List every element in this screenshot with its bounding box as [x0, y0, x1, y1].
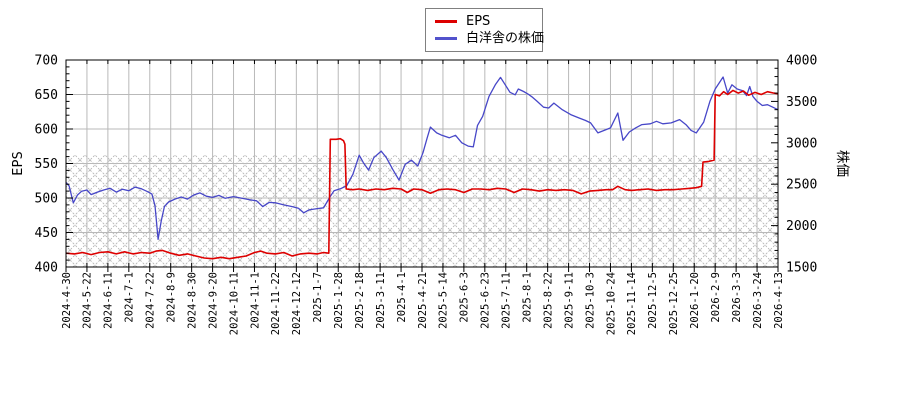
legend-item-eps: EPS	[426, 13, 542, 30]
x-axis-tick-label: 2026-3-3	[731, 272, 743, 323]
legend: EPS 白洋舎の株価	[425, 8, 545, 52]
x-axis-tick-label: 2024-12-12	[291, 272, 303, 335]
x-axis-tick-label: 2025-8-22	[542, 272, 554, 329]
x-axis-tick-label: 2025-3-11	[375, 272, 387, 329]
x-axis-tick-label: 2024-9-20	[207, 272, 219, 329]
left-axis-tick-label: 550	[35, 157, 58, 172]
x-axis-tick-label: 2026-2-9	[710, 272, 722, 323]
x-axis-tick-label: 2026-3-24	[752, 272, 764, 329]
x-axis-tick-label: 2024-6-11	[103, 272, 115, 329]
left-axis-tick-label: 650	[35, 88, 58, 103]
x-axis-tick-label: 2026-1-20	[689, 272, 701, 329]
left-axis-tick-label: 700	[35, 54, 58, 69]
right-axis-tick-label: 1500	[786, 261, 817, 276]
x-axis-tick-label: 2025-4-1	[396, 272, 408, 323]
x-axis-tick-label: 2025-10-3	[584, 272, 596, 329]
x-axis-tick-label: 2024-11-22	[270, 272, 282, 335]
x-axis-tick-label: 2025-10-24	[605, 272, 617, 335]
left-axis-tick-label: 600	[35, 123, 58, 138]
x-axis-tick-label: 2025-5-14	[438, 272, 450, 329]
right-axis-tick-label: 3500	[786, 95, 817, 110]
right-axis-tick-label: 2500	[786, 178, 817, 193]
x-axis-tick-label: 2024-11-1	[249, 272, 261, 329]
stock-price-line-swatch	[435, 37, 457, 40]
left-axis-tick-label: 450	[35, 226, 58, 241]
legend-item-stock-price: 白洋舎の株価	[426, 30, 545, 47]
x-axis-tick-label: 2025-7-11	[501, 272, 513, 329]
left-axis-tick-label: 400	[35, 261, 58, 276]
x-axis-tick-label: 2025-12-25	[668, 272, 680, 335]
x-axis-tick-label: 2024-5-22	[82, 272, 94, 329]
right-axis-tick-label: 3000	[786, 136, 817, 151]
x-axis-tick-label: 2025-6-3	[459, 272, 471, 323]
x-axis-tick-label: 2024-8-9	[166, 272, 178, 323]
right-axis-tick-label: 4000	[786, 54, 817, 69]
x-axis-tick-label: 2025-12-5	[647, 272, 659, 329]
x-axis-tick-label: 2024-8-30	[186, 272, 198, 329]
x-axis-tick-label: 2025-6-23	[480, 272, 492, 329]
x-axis-tick-label: 2025-2-18	[354, 272, 366, 329]
x-axis-tick-label: 2025-8-1	[522, 272, 534, 323]
x-axis-tick-label: 2024-10-11	[228, 272, 240, 335]
x-axis-tick-label: 2025-11-14	[626, 272, 638, 335]
x-axis-tick-label: 2024-7-22	[145, 272, 157, 329]
left-axis-title: EPS	[10, 151, 26, 175]
x-axis-tick-label: 2025-9-11	[563, 272, 575, 329]
legend-label-eps: EPS	[466, 14, 491, 29]
stock-price-line	[65, 76, 779, 240]
right-axis-tick-label: 2000	[786, 219, 817, 234]
eps-line	[65, 89, 779, 260]
left-axis-tick-label: 500	[35, 192, 58, 207]
x-axis-tick-label: 2024-4-30	[61, 272, 73, 329]
x-axis-tick-label: 2025-1-28	[333, 272, 345, 329]
eps-line-swatch	[435, 20, 457, 23]
x-axis-tick-label: 2026-4-13	[773, 272, 785, 329]
x-axis-tick-label: 2025-1-7	[312, 272, 324, 323]
x-axis-tick-label: 2025-4-21	[417, 272, 429, 329]
right-axis-title: 株価	[834, 150, 850, 177]
x-axis-tick-label: 2024-7-1	[124, 272, 136, 323]
legend-label-stock-price: 白洋舎の株価	[466, 31, 545, 46]
